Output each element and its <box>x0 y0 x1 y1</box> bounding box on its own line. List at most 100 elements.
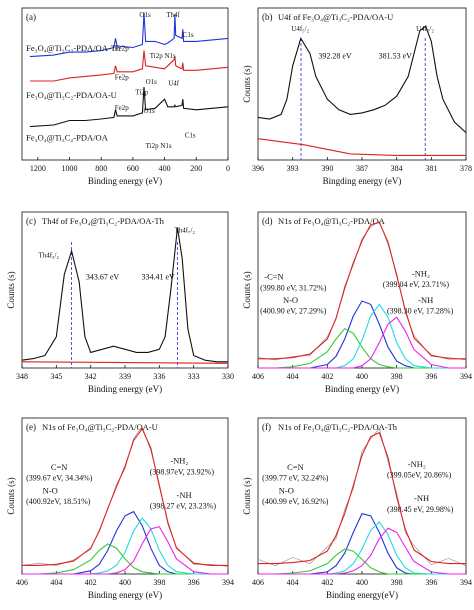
x-tick-label: 393 <box>287 164 299 173</box>
x-tick-label: 390 <box>321 164 333 173</box>
spectrum-line <box>258 548 466 575</box>
x-tick-label: 1200 <box>30 164 46 173</box>
x-tick-label: 387 <box>356 164 368 173</box>
x-tick-label: 396 <box>188 578 200 587</box>
spectrum-line <box>21 227 228 363</box>
series-label: N-O <box>279 485 294 495</box>
series-label: C=N <box>51 462 68 472</box>
series-label: -NH <box>177 490 192 500</box>
x-tick-label: 396 <box>425 372 437 381</box>
series-label: Fe₃O₄@Ti₃C₂-PDA/OA <box>26 133 109 143</box>
annotation: Th4f₇/₂ <box>174 226 195 234</box>
spectrum-line <box>29 12 229 58</box>
series-label: -C=N <box>264 271 283 281</box>
y-axis-label: Counts (s) <box>242 477 252 514</box>
series-detail: (400.99 eV, 16.92%) <box>262 497 329 506</box>
annotation: Ti2p N1s <box>150 52 176 60</box>
x-axis-label: Binding energy (eV) <box>325 384 399 394</box>
panel-title: Th4f of Fe₃O₄@Ti₃C₂-PDA/OA-Th <box>42 216 165 226</box>
series-detail: (400.90 eV, 27.29%) <box>260 307 327 316</box>
spectrum-line <box>258 316 466 369</box>
panel-title: N1s of Fe₃O₄@Ti₃C₂-PDA/OA-Th <box>278 422 398 432</box>
series-detail: (400.92eV, 18.51%) <box>26 497 91 506</box>
series-detail: (398.45 eV, 29.98%) <box>387 505 454 514</box>
series-label: Fe₃O₄@Ti₃C₂-PDA/OA-Th <box>26 43 121 53</box>
x-tick-label: 333 <box>188 372 200 381</box>
annotation: U4f <box>168 80 180 88</box>
x-tick-label: 406 <box>16 578 28 587</box>
x-tick-label: 394 <box>460 372 472 381</box>
spectrum-line <box>21 361 229 364</box>
annotation: O1s <box>144 107 156 115</box>
series-label: -NH₂ <box>408 459 426 469</box>
annotation: O1s <box>146 78 158 86</box>
plot-frame <box>21 7 229 161</box>
x-tick-label: 339 <box>119 372 131 381</box>
plot-frame <box>21 211 229 369</box>
panel-label: (a) <box>26 12 36 22</box>
x-tick-label: 200 <box>190 164 202 173</box>
x-tick-label: 404 <box>287 372 299 381</box>
spectrum-line <box>257 25 467 134</box>
y-axis-label: Counts (s) <box>242 271 252 308</box>
x-tick-label: 800 <box>95 164 107 173</box>
plot-frame <box>257 417 467 575</box>
x-tick-label: 400 <box>159 164 171 173</box>
spectrum-line <box>22 543 228 575</box>
series-label: N-O <box>283 295 298 305</box>
panel-title: U4f of Fe₃O₄@Ti₃C₂-PDA/OA-U <box>278 12 393 22</box>
x-tick-label: 384 <box>391 164 403 173</box>
x-tick-label: 381 <box>425 164 437 173</box>
x-tick-label: 336 <box>153 372 165 381</box>
series-label: C=N <box>287 462 304 472</box>
annotation: Fe2p <box>115 45 130 53</box>
series-detail: (399.77 eV, 32.24%) <box>262 474 329 483</box>
x-tick-label: 342 <box>85 372 97 381</box>
x-tick-label: 400 <box>356 372 368 381</box>
spectrum-line <box>22 526 228 575</box>
panel-label: (d) <box>262 216 273 226</box>
spectrum-line <box>22 427 228 566</box>
annotation: C1s <box>183 31 194 39</box>
panel-label: (c) <box>26 216 36 226</box>
spectrum-line <box>22 517 228 575</box>
plot-frame <box>21 417 229 575</box>
peak-label: 381.53 eV <box>379 51 413 60</box>
x-axis-label: Binding energy (eV) <box>88 384 162 394</box>
x-tick-label: 402 <box>321 578 333 587</box>
annotation: Fe2p <box>115 104 130 112</box>
series-detail: (398.30 eV, 17.28%) <box>387 307 454 316</box>
series-detail: (399.05eV, 20.86%) <box>387 471 452 480</box>
x-tick-label: 398 <box>391 578 403 587</box>
peak-label: 392.28 eV <box>318 51 352 60</box>
spectrum-line <box>258 431 466 565</box>
x-tick-label: 348 <box>16 372 28 381</box>
x-tick-label: 398 <box>153 578 165 587</box>
series-detail: (398.27 eV, 23.23%) <box>150 502 217 511</box>
peak-label: 334.41 eV <box>141 272 175 281</box>
peak-label: 343.67 eV <box>86 272 120 281</box>
x-tick-label: 396 <box>425 578 437 587</box>
spectrum-line <box>258 328 466 369</box>
x-axis-label: Binding energy (eV) <box>88 176 162 186</box>
x-tick-label: 396 <box>252 164 264 173</box>
x-tick-label: 402 <box>321 372 333 381</box>
x-axis-label: Bingding energy (eV) <box>323 176 402 186</box>
annotation: U4f₇/₂ <box>416 25 434 33</box>
series-detail: (399.04 eV, 23.71%) <box>383 280 450 289</box>
annotation: Ti2p N1s <box>146 142 172 150</box>
x-tick-label: 402 <box>85 578 97 587</box>
panel-label: (e) <box>26 422 36 432</box>
x-tick-label: 400 <box>356 578 368 587</box>
spectrum-line <box>258 527 466 575</box>
annotation: Ti2p <box>135 89 148 97</box>
x-tick-label: 404 <box>287 578 299 587</box>
series-label: -NH <box>418 295 433 305</box>
x-tick-label: 406 <box>252 372 264 381</box>
x-tick-label: 345 <box>50 372 62 381</box>
x-axis-label: Binding energy (eV) <box>88 590 162 600</box>
panel-label: (b) <box>262 12 273 22</box>
x-tick-label: 398 <box>391 372 403 381</box>
y-axis-label: Counts (s) <box>242 65 252 102</box>
